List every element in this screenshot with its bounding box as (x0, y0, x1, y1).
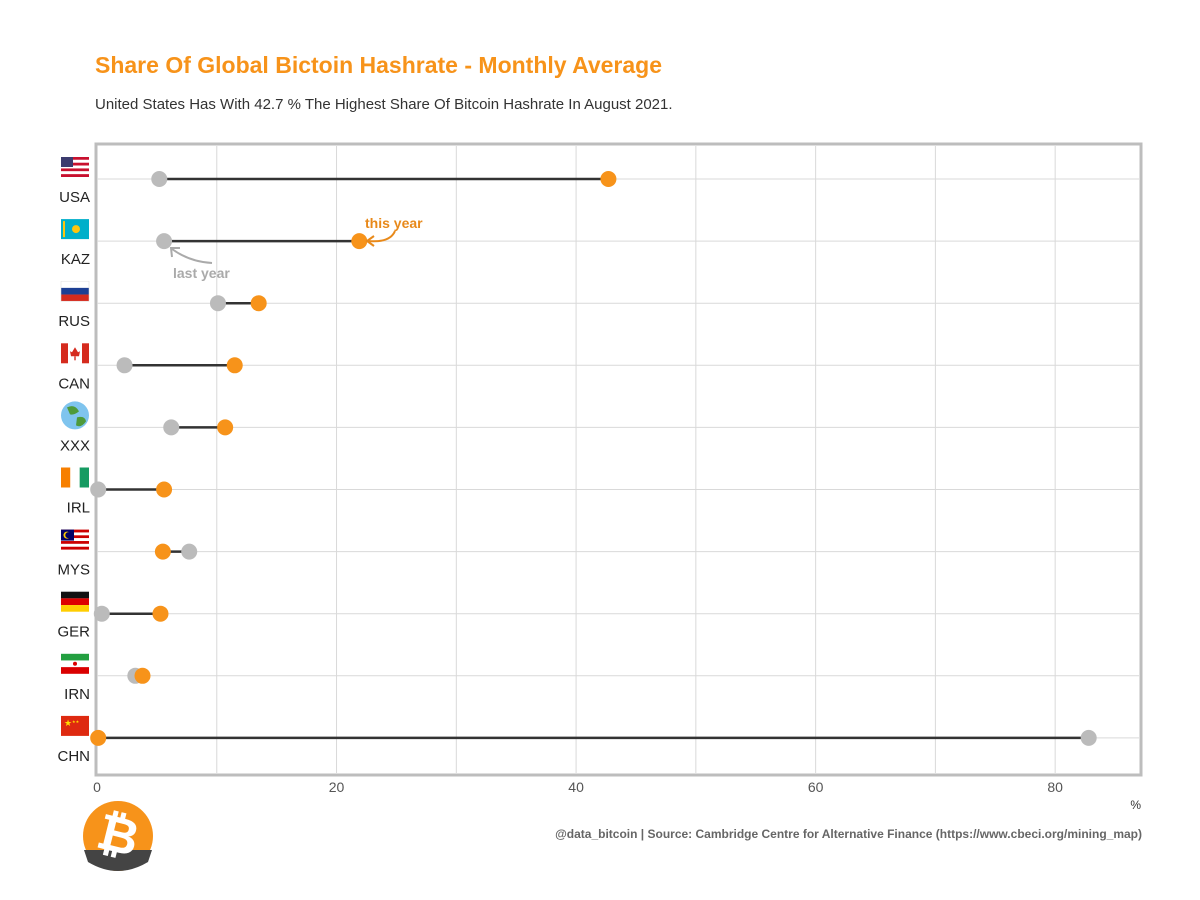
country-label: GER (57, 624, 90, 641)
last-year-point (116, 357, 133, 374)
this-year-point (90, 729, 107, 746)
country-label: XXX (60, 437, 90, 454)
us-flag-icon (61, 157, 89, 177)
svg-text:★: ★ (64, 719, 72, 729)
grid-layer (216, 146, 1056, 773)
row-rus: RUS (58, 280, 1139, 330)
country-label: USA (59, 189, 90, 206)
x-axis: 0 20 40 60 80 (93, 779, 1063, 795)
row-chn: CHN ★ ★★ (58, 715, 1139, 765)
last-year-point (156, 233, 173, 250)
my-flag-icon (61, 529, 89, 550)
row-can: CAN (58, 343, 1139, 392)
last-year-point (181, 543, 198, 560)
x-unit-label: % (1130, 798, 1141, 812)
last-year-label: last year (173, 265, 230, 281)
country-label: MYS (57, 562, 90, 579)
kz-flag-icon (61, 219, 89, 240)
x-tick-label: 20 (329, 779, 345, 795)
country-label: IRL (67, 500, 90, 517)
svg-text:★★: ★★ (72, 719, 80, 724)
row-irn: IRN (61, 653, 1139, 703)
ca-flag-icon (61, 343, 89, 364)
this-year-point (226, 357, 243, 374)
last-year-arrow (171, 248, 213, 264)
row-ger: GER (57, 591, 1139, 641)
chart-subtitle: United States Has With 42.7 % The Highes… (95, 96, 673, 113)
rows-layer: USA KAZ RUS CAN XXX IRL MYS GER IRN CHN ★ ★★ (57, 157, 1139, 765)
ru-flag-icon (60, 280, 90, 302)
last-year-point (163, 419, 180, 436)
country-label: IRN (64, 686, 90, 703)
last-year-point (1080, 729, 1097, 746)
ir-flag-icon (61, 653, 89, 674)
last-year-annotation: last year (169, 247, 230, 281)
x-tick-label: 60 (808, 779, 824, 795)
country-label: KAZ (61, 251, 90, 268)
last-year-point (151, 171, 168, 187)
last-year-point (93, 605, 110, 622)
this-year-arrowhead (365, 235, 375, 247)
chart-title: Share Of Global Bictoin Hashrate - Month… (95, 52, 663, 78)
row-mys: MYS (57, 529, 1139, 579)
ie-flag-icon (61, 467, 89, 488)
country-label: CAN (58, 375, 90, 392)
x-tick-label: 0 (93, 779, 101, 795)
this-year-point (217, 419, 234, 436)
x-tick-label: 80 (1047, 779, 1063, 795)
country-label: CHN (58, 748, 91, 765)
last-year-point (90, 481, 107, 498)
country-label: RUS (58, 313, 90, 330)
this-year-point (154, 543, 171, 560)
bitcoin-logo-icon: ₿ (83, 801, 153, 871)
this-year-point (134, 667, 151, 684)
cn-flag-icon: ★ ★★ (61, 715, 89, 736)
this-year-point (250, 295, 267, 312)
plot-frame (94, 142, 1143, 777)
this-year-point (351, 233, 368, 250)
de-flag-icon (61, 591, 89, 612)
x-tick-label: 40 (568, 779, 584, 795)
row-xxx: XXX (60, 401, 1139, 454)
this-year-annotation: this year (365, 215, 423, 247)
this-year-point (600, 171, 617, 187)
source-note: @data_bitcoin | Source: Cambridge Centre… (555, 827, 1142, 841)
globe-icon (61, 401, 89, 430)
this-year-point (156, 481, 173, 498)
last-year-arrowhead (169, 247, 180, 258)
this-year-label: this year (365, 215, 423, 231)
row-irl: IRL (61, 467, 1139, 517)
this-year-point (152, 605, 169, 622)
this-year-arrow (367, 230, 396, 243)
row-kaz: KAZ (61, 219, 1139, 268)
row-usa: USA (59, 157, 1139, 206)
last-year-point (209, 295, 226, 312)
